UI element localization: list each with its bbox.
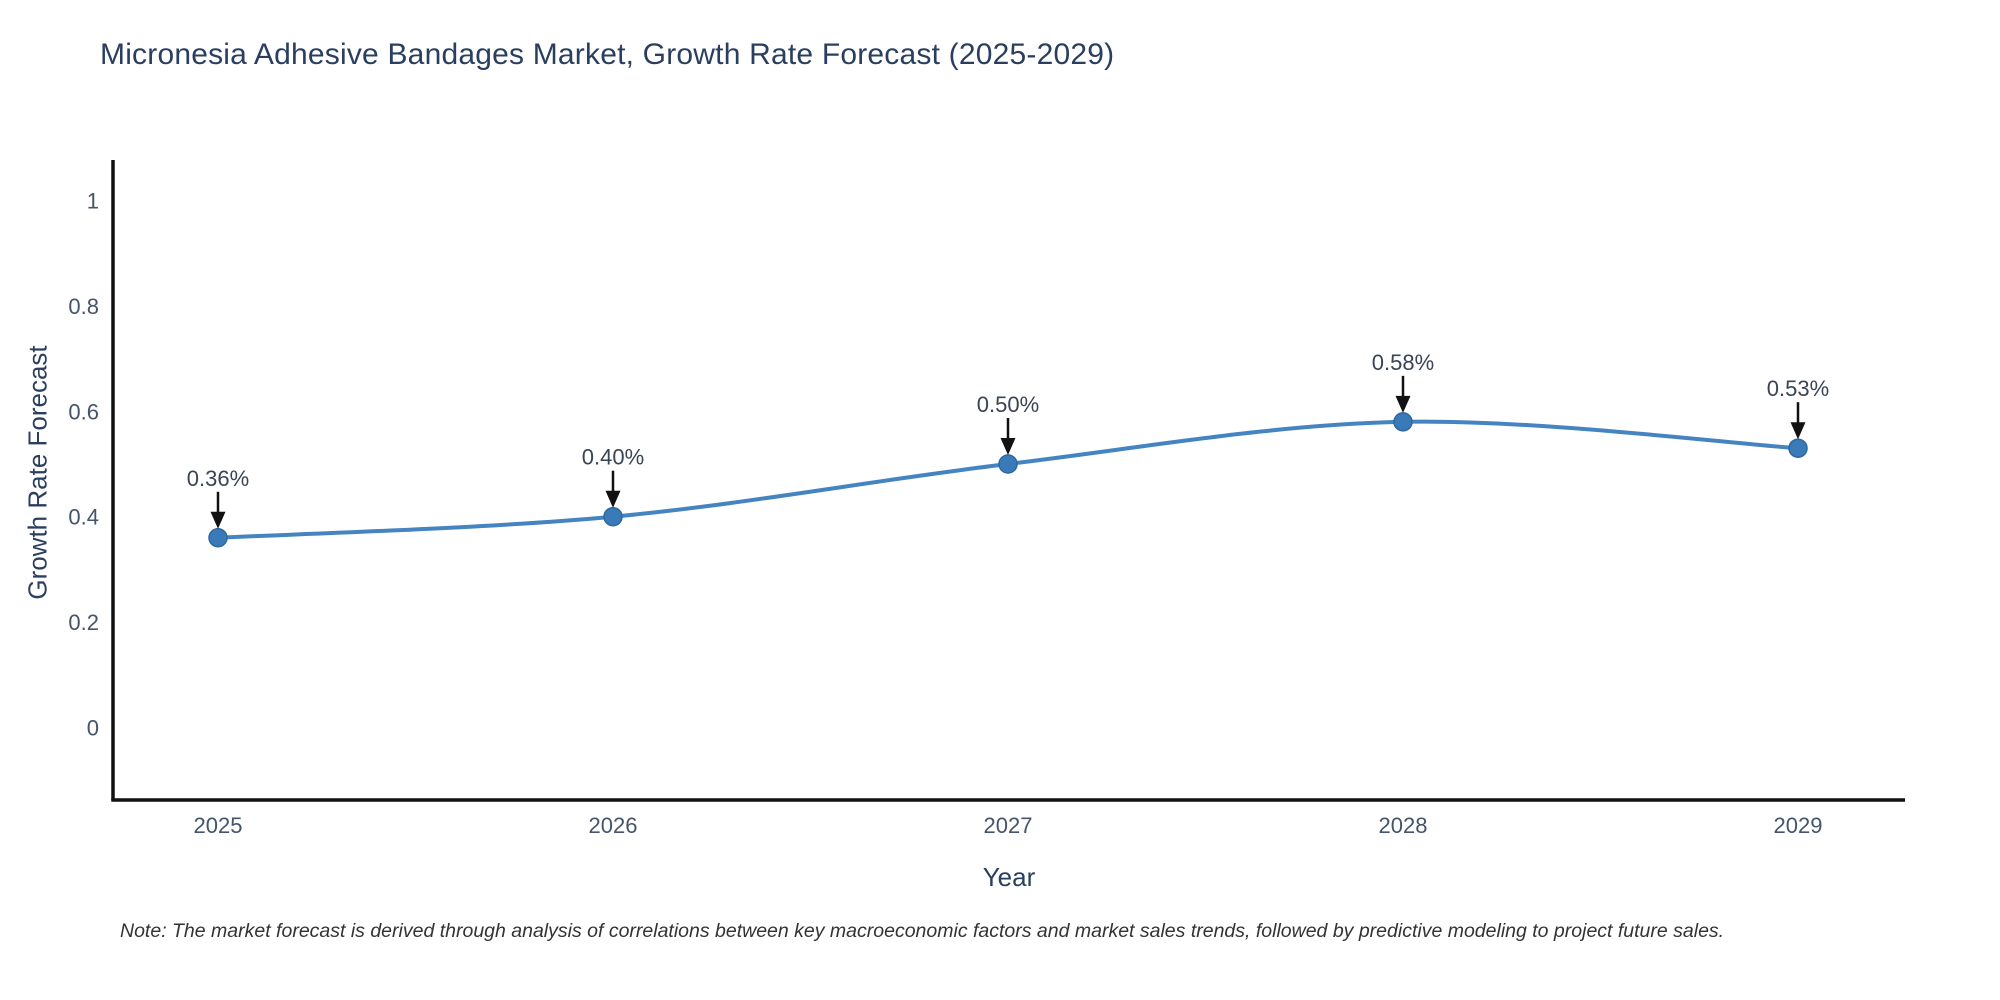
annotation-arrow-head: [1395, 395, 1411, 413]
x-tick-label: 2029: [1774, 813, 1823, 838]
y-tick-label: 0.4: [68, 505, 99, 530]
y-tick-label: 0.2: [68, 610, 99, 635]
y-tick-label: 1: [87, 189, 99, 214]
y-tick-label: 0.6: [68, 399, 99, 424]
annotation-label: 0.58%: [1372, 350, 1434, 375]
y-tick-label: 0: [87, 716, 99, 741]
data-point-marker: [603, 506, 623, 527]
chart-title: Micronesia Adhesive Bandages Market, Gro…: [100, 38, 1115, 71]
y-tick-label: 0.8: [68, 294, 99, 319]
annotation-label: 0.53%: [1767, 376, 1829, 401]
x-tick-label: 2027: [984, 813, 1033, 838]
x-tick-label: 2028: [1379, 813, 1428, 838]
annotation-arrow-head: [210, 511, 226, 529]
x-tick-label: 2026: [589, 813, 638, 838]
annotation-arrow-head: [605, 490, 621, 508]
data-point-marker: [208, 528, 228, 548]
data-point-marker: [998, 454, 1018, 474]
x-tick-label: 2025: [194, 813, 243, 838]
annotation-label: 0.36%: [187, 466, 249, 491]
data-point-marker: [1788, 438, 1808, 458]
annotation-label: 0.40%: [582, 445, 644, 470]
annotation-label: 0.50%: [977, 392, 1039, 417]
annotation-arrow-head: [1790, 422, 1806, 440]
data-point-marker: [1393, 412, 1413, 432]
x-axis-title: Year: [982, 862, 1036, 892]
footnote: Note: The market forecast is derived thr…: [120, 920, 1725, 942]
annotation-arrow-head: [1000, 438, 1016, 455]
